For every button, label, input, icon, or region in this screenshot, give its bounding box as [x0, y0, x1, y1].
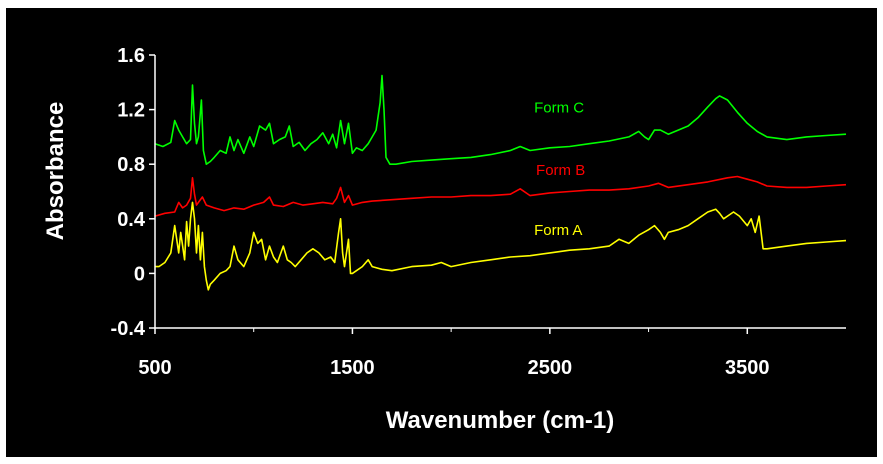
x-tick-label: 2500 [528, 357, 573, 379]
y-tick-label: 0.4 [117, 209, 146, 231]
x-tick-label: 3500 [725, 357, 770, 379]
x-tick-label: 500 [138, 357, 171, 379]
series-label-form-c: Form C [534, 99, 584, 116]
x-axis-title: Wavenumber (cm-1) [386, 407, 615, 434]
series-layer [154, 74, 847, 291]
y-tick-label: -0.4 [111, 318, 146, 340]
series-line-form-a [155, 201, 847, 291]
series-line-form-c [154, 74, 847, 165]
y-tick-label: 1.6 [117, 45, 145, 67]
series-label-form-b: Form B [536, 162, 585, 179]
axes-layer [149, 54, 846, 334]
y-tick-label: 0.8 [117, 154, 145, 176]
y-axis-title: Absorbance [42, 102, 69, 241]
y-tick-label: 0 [134, 263, 145, 285]
chart-frame: -0.4 0 0.4 0.8 1.2 1.6 500 1500 2500 3500 Form C Fo… [6, 8, 877, 457]
y-tick-label: 1.2 [117, 100, 145, 122]
absorbance-chart: -0.4 0 0.4 0.8 1.2 1.6 500 1500 2500 3500 Form C Fo… [42, 45, 847, 434]
series-label-form-a: Form A [534, 222, 582, 239]
series-line-form-b [154, 175, 847, 217]
x-tick-label: 1500 [330, 357, 375, 379]
labels-layer: -0.4 0 0.4 0.8 1.2 1.6 500 1500 2500 3500 Form C Fo… [111, 45, 770, 379]
